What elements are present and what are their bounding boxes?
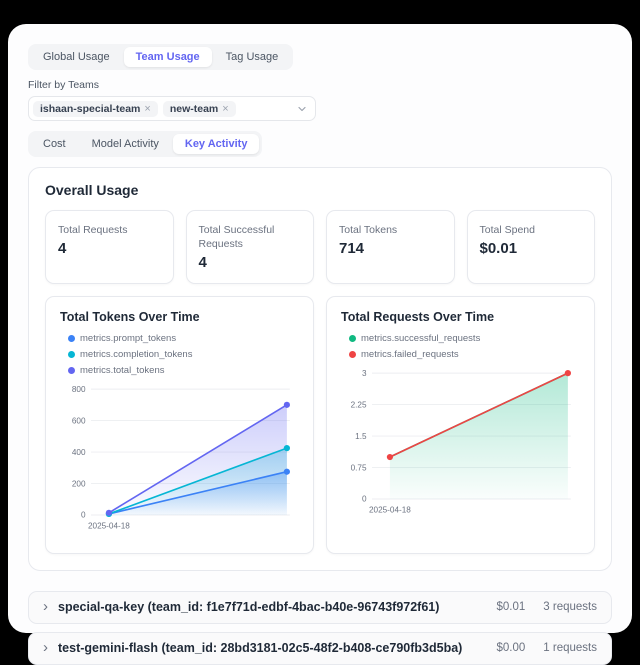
stat-value: 4 — [199, 254, 302, 271]
tab-cost[interactable]: Cost — [31, 134, 78, 154]
svg-text:3: 3 — [362, 369, 367, 378]
legend-item-completion-tokens: metrics.completion_tokens — [68, 349, 192, 360]
stat-label: Total Requests — [58, 223, 161, 237]
tokens-chart-legend: metrics.prompt_tokens metrics.completion… — [60, 333, 299, 376]
requests-chart-legend: metrics.successful_requests metrics.fail… — [341, 333, 580, 360]
team-chip-new-team: new-team × — [163, 101, 236, 117]
svg-text:0: 0 — [81, 511, 86, 520]
activity-tabs: Cost Model Activity Key Activity — [28, 131, 262, 157]
svg-text:0: 0 — [362, 495, 367, 504]
chevron-right-icon[interactable]: › — [43, 640, 48, 655]
usage-scope-tabs: Global Usage Team Usage Tag Usage — [28, 44, 293, 70]
key-row-spend: $0.01 — [497, 601, 526, 613]
key-rows-list: › special-qa-key (team_id: f1e7f71d-edbf… — [28, 591, 612, 665]
svg-text:600: 600 — [72, 417, 86, 426]
svg-text:1.5: 1.5 — [355, 432, 367, 441]
series-dot-icon — [68, 367, 75, 374]
legend-label: metrics.failed_requests — [361, 349, 459, 360]
stat-value: 714 — [339, 240, 442, 257]
charts-grid: Total Tokens Over Time metrics.prompt_to… — [45, 296, 595, 553]
remove-chip-icon[interactable]: × — [144, 103, 150, 115]
stat-value: $0.01 — [480, 240, 583, 257]
svg-text:400: 400 — [72, 448, 86, 457]
svg-text:0.75: 0.75 — [351, 464, 367, 473]
svg-text:200: 200 — [72, 480, 86, 489]
stat-total-tokens: Total Tokens 714 — [326, 210, 455, 284]
team-filter-multiselect[interactable]: ishaan-special-team × new-team × — [28, 96, 316, 121]
chevron-down-icon[interactable] — [297, 104, 307, 114]
stat-label: Total Spend — [480, 223, 583, 237]
key-row-spend: $0.00 — [497, 642, 526, 654]
stat-total-successful-requests: Total Successful Requests 4 — [186, 210, 315, 284]
requests-chart-card: Total Requests Over Time metrics.success… — [326, 296, 595, 553]
key-row-test-gemini-flash[interactable]: › test-gemini-flash (team_id: 28bd3181-0… — [28, 632, 612, 665]
tab-team-usage[interactable]: Team Usage — [124, 47, 212, 67]
remove-chip-icon[interactable]: × — [222, 103, 228, 115]
legend-item-failed-requests: metrics.failed_requests — [349, 349, 459, 360]
legend-item-successful-requests: metrics.successful_requests — [349, 333, 480, 344]
overall-usage-card: Overall Usage Total Requests 4 Total Suc… — [28, 167, 612, 571]
legend-label: metrics.successful_requests — [361, 333, 480, 344]
stat-total-spend: Total Spend $0.01 — [467, 210, 596, 284]
key-row-requests: 3 requests — [543, 601, 597, 613]
svg-text:2025-04-18: 2025-04-18 — [369, 506, 411, 515]
requests-line-chart: 0 0.75 1.5 2.25 3 2025-04-18 — [341, 364, 580, 528]
legend-label: metrics.completion_tokens — [80, 349, 192, 360]
svg-text:2.25: 2.25 — [351, 401, 367, 410]
tab-model-activity[interactable]: Model Activity — [80, 134, 171, 154]
requests-chart-title: Total Requests Over Time — [341, 310, 580, 324]
stat-value: 4 — [58, 240, 161, 257]
series-dot-icon — [349, 351, 356, 358]
legend-item-total-tokens: metrics.total_tokens — [68, 365, 164, 376]
stat-label: Total Successful Requests — [199, 223, 289, 251]
key-row-title: special-qa-key (team_id: f1e7f71d-edbf-4… — [58, 600, 439, 614]
legend-label: metrics.prompt_tokens — [80, 333, 176, 344]
filter-by-teams-label: Filter by Teams — [28, 79, 612, 91]
tab-global-usage[interactable]: Global Usage — [31, 47, 122, 67]
legend-label: metrics.total_tokens — [80, 365, 164, 376]
usage-dashboard-panel: Global Usage Team Usage Tag Usage Filter… — [8, 24, 632, 633]
legend-item-prompt-tokens: metrics.prompt_tokens — [68, 333, 176, 344]
tab-key-activity[interactable]: Key Activity — [173, 134, 260, 154]
svg-text:800: 800 — [72, 385, 86, 394]
team-chip-label: ishaan-special-team — [40, 103, 140, 115]
team-chip-label: new-team — [170, 103, 218, 115]
tokens-chart-title: Total Tokens Over Time — [60, 310, 299, 324]
key-row-title: test-gemini-flash (team_id: 28bd3181-02c… — [58, 641, 462, 655]
stats-grid: Total Requests 4 Total Successful Reques… — [45, 210, 595, 284]
key-row-special-qa-key[interactable]: › special-qa-key (team_id: f1e7f71d-edbf… — [28, 591, 612, 624]
series-dot-icon — [68, 351, 75, 358]
tab-tag-usage[interactable]: Tag Usage — [214, 47, 291, 67]
series-dot-icon — [68, 335, 75, 342]
key-row-requests: 1 requests — [543, 642, 597, 654]
stat-label: Total Tokens — [339, 223, 442, 237]
tokens-chart-card: Total Tokens Over Time metrics.prompt_to… — [45, 296, 314, 553]
tokens-line-chart: 0 200 400 600 800 2025-04-18 — [60, 380, 299, 544]
overall-usage-title: Overall Usage — [45, 182, 595, 198]
team-chip-ishaan-special-team: ishaan-special-team × — [33, 101, 158, 117]
svg-text:2025-04-18: 2025-04-18 — [88, 522, 130, 531]
series-dot-icon — [349, 335, 356, 342]
chevron-right-icon[interactable]: › — [43, 599, 48, 614]
stat-total-requests: Total Requests 4 — [45, 210, 174, 284]
